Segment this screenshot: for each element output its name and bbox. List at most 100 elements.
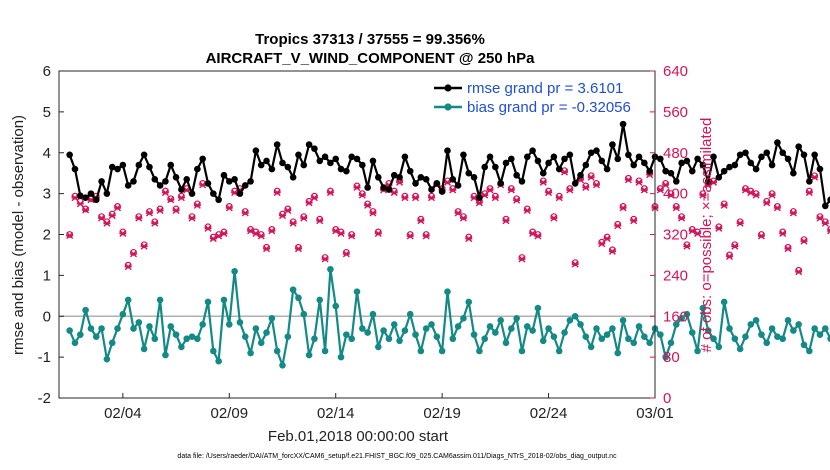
obs-possible-point (353, 182, 361, 190)
rmse-point (630, 161, 638, 169)
rmse-point (108, 163, 116, 171)
bias-point (811, 325, 818, 332)
bias-point (593, 325, 600, 332)
bias-point (167, 323, 175, 330)
bias-point (529, 327, 536, 334)
obs-assimilated-point (534, 232, 542, 240)
rmse-point (146, 163, 153, 171)
obs-assimilated-point (417, 217, 425, 225)
rmse-point (82, 194, 89, 202)
obs-assimilated-point (108, 212, 116, 220)
rmse-point (465, 169, 473, 177)
bias-point (433, 333, 441, 340)
bias-point (470, 331, 478, 338)
obs-possible-point (98, 213, 105, 221)
obs-possible-point (731, 241, 739, 249)
obs-assimilated-point (103, 219, 111, 227)
obs-possible-point (752, 190, 760, 198)
bias-point (66, 327, 73, 334)
rmse-point (726, 163, 733, 171)
obs-possible-point (555, 192, 563, 200)
y-tick-label: 6 (43, 63, 51, 80)
rmse-point (582, 161, 590, 169)
obs-possible-point (268, 225, 276, 233)
obs-possible-point (635, 177, 643, 185)
bias-point (571, 312, 579, 320)
obs-assimilated-point (188, 214, 196, 222)
obs-possible-point (545, 187, 552, 195)
obs-assimilated-point (204, 224, 212, 232)
obs-possible-point (374, 228, 382, 236)
rmse-point (332, 155, 340, 163)
rmse-point (151, 176, 159, 183)
obs-assimilated-point (443, 178, 451, 186)
rmse-point (806, 178, 813, 185)
rmse-point (231, 176, 238, 183)
bias-point (635, 323, 643, 330)
rmse-point (731, 161, 739, 169)
bias-point (300, 310, 308, 318)
bias-point (343, 331, 350, 338)
bias-point (364, 329, 371, 336)
obs-possible-point (800, 236, 808, 244)
obs-possible-point (667, 190, 675, 198)
obs-possible-point (279, 210, 286, 218)
obs-assimilated-point (731, 242, 739, 250)
obs-assimilated-point (369, 209, 377, 217)
bias-point (566, 317, 574, 324)
rmse-point (438, 188, 446, 195)
obs-assimilated-point (672, 204, 680, 212)
rmse-point (422, 176, 430, 183)
obs-possible-point (742, 185, 749, 192)
rmse-point (752, 165, 760, 173)
bias-point (359, 325, 366, 332)
rmse-point (353, 155, 361, 163)
bias-point (396, 337, 403, 345)
x-tick-label: 02/24 (530, 405, 568, 422)
bias-point (816, 331, 824, 338)
obs-assimilated-point (518, 255, 526, 263)
bias-point (603, 331, 611, 338)
obs-assimilated-point (608, 247, 616, 255)
bias-point (151, 335, 159, 343)
x-axis-label: Feb.01,2018 00:00:00 start (268, 428, 449, 445)
bias-point (779, 335, 787, 343)
obs-possible-point (225, 202, 233, 210)
rmse-point (204, 180, 212, 187)
obs-assimilated-point (263, 245, 271, 253)
bias-point (481, 335, 489, 343)
obs-possible-point (518, 254, 526, 261)
bias-point (726, 325, 733, 332)
rmse-point (779, 149, 787, 157)
bias-point (438, 347, 446, 355)
rmse-point (417, 173, 425, 181)
obs-assimilated-point (353, 183, 361, 191)
obs-assimilated-point (481, 191, 489, 199)
obs-possible-point (672, 202, 680, 210)
rmse-point (800, 151, 808, 159)
obs-possible-point (587, 172, 595, 180)
obs-possible-point (156, 205, 164, 213)
rmse-point (784, 155, 792, 163)
obs-possible-point (177, 192, 185, 200)
bias-point (183, 335, 191, 343)
y-tick-label: 2 (43, 227, 51, 244)
chart-title-line2: AIRCRAFT_V_WIND_COMPONENT @ 250 hPa (206, 50, 536, 67)
rmse-point (758, 153, 765, 161)
obs-assimilated-point (630, 217, 638, 225)
bias-series (66, 265, 830, 369)
bias-point (715, 343, 723, 351)
obs-assimilated-point (124, 263, 132, 271)
obs-assimilated-point (76, 200, 84, 208)
bias-point (678, 314, 685, 322)
obs-possible-point (614, 220, 622, 228)
rmse-point (194, 165, 201, 173)
rmse-point (795, 143, 802, 150)
obs-assimilated-point (321, 255, 329, 263)
obs-assimilated-point (257, 232, 265, 240)
obs-assimilated-point (66, 232, 74, 240)
rmse-point (492, 163, 499, 171)
bias-point (747, 321, 755, 328)
bias-point (76, 331, 84, 338)
rmse-point (694, 155, 701, 163)
